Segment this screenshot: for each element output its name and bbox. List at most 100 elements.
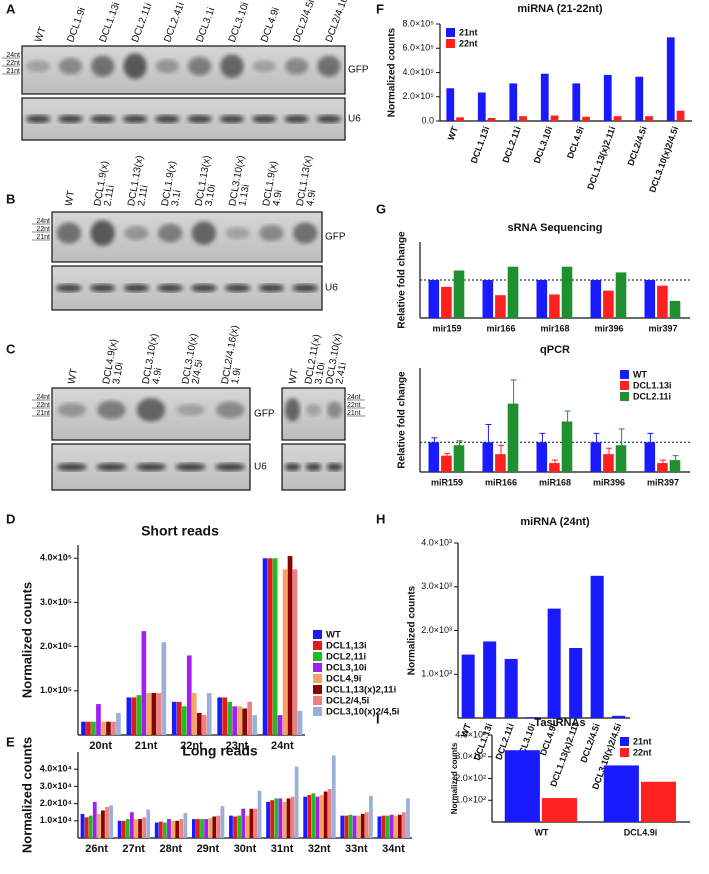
size-marker: 21nt (36, 234, 50, 241)
y-tick-label: 6.0×10⁵ (402, 43, 434, 53)
bar (356, 815, 361, 838)
bar (297, 710, 303, 735)
lane-label: DCL2.41i (162, 1, 187, 44)
chart-title: Long reads (182, 743, 258, 759)
band (284, 115, 309, 123)
bar (252, 715, 257, 735)
bar (487, 117, 496, 121)
bar (237, 815, 242, 838)
y-tick-label: 4.0×10⁵ (40, 553, 72, 563)
x-tick-label: mir168 (540, 323, 569, 333)
bar (319, 795, 324, 838)
y-axis-label: Normalized counts (387, 27, 398, 117)
bar (109, 805, 113, 838)
x-tick-label: miR166 (485, 477, 517, 487)
bar (96, 813, 101, 838)
bar (222, 697, 228, 735)
x-tick-label: mir166 (486, 323, 515, 333)
bar (344, 815, 349, 838)
x-tick-label: 24nt (271, 740, 294, 752)
band (259, 224, 284, 242)
band (90, 220, 115, 246)
probe-label: U6 (348, 114, 361, 125)
lane-label: 2.11i (102, 184, 116, 207)
y-tick-label: 4.0×10³ (421, 537, 452, 547)
legend-label: DCL2,11i (326, 652, 366, 663)
y-axis-label: Relative fold change (397, 371, 408, 469)
bar (229, 815, 233, 838)
bar (88, 815, 93, 838)
bar (645, 116, 653, 121)
panel-letter: H (376, 511, 385, 526)
band (97, 400, 126, 420)
bar (504, 750, 540, 822)
band (58, 57, 83, 75)
x-tick-label: mir159 (432, 323, 461, 333)
band (188, 56, 212, 76)
lane-label: DCL4.9i (259, 6, 282, 44)
bar (216, 815, 221, 838)
panel-letter: A (6, 1, 16, 16)
bar (456, 117, 464, 121)
band (305, 403, 322, 416)
bar (146, 693, 152, 735)
y-tick-label: 1.0×10³ (421, 669, 452, 679)
x-tick-label: 34nt (382, 843, 405, 855)
lane-label: 4.9i (151, 367, 165, 385)
size-marker: 24nt (36, 218, 50, 225)
band (317, 55, 341, 77)
band (176, 403, 205, 416)
x-tick-label: 23nt (226, 740, 249, 752)
band (305, 463, 322, 471)
size-marker: 24nt (6, 52, 20, 59)
bar (186, 655, 192, 735)
y-axis-label: Normalized counts (407, 585, 418, 675)
band (215, 401, 245, 419)
x-tick-label: 32nt (308, 843, 331, 855)
bar (635, 76, 644, 121)
bar (441, 286, 452, 318)
band (175, 463, 206, 471)
size-marker: 22nt (347, 402, 361, 409)
x-tick-label: 26nt (85, 843, 108, 855)
chart-title: Short reads (141, 523, 219, 539)
probe-label: GFP (348, 65, 369, 76)
y-tick-label: 4.0×10⁵ (402, 67, 434, 77)
bar (167, 819, 171, 838)
probe-label: GFP (254, 409, 275, 420)
band (225, 227, 250, 239)
bar (507, 266, 519, 318)
size-marker: 22nt (6, 60, 20, 67)
x-tick-label: DCL4.9i (624, 827, 658, 837)
bar (101, 810, 105, 838)
lane-label: DCL3.1i (195, 6, 218, 44)
bar (323, 791, 328, 838)
y-tick-label: 2.0×10⁴ (40, 798, 72, 808)
y-tick-label: 1.0×10² (455, 795, 486, 805)
legend-swatch (313, 652, 322, 661)
chart-title: qPCR (540, 344, 570, 356)
y-tick-label: 2.0×10⁵ (402, 91, 434, 101)
y-axis-label: Normalized counts (19, 737, 34, 853)
bar (495, 295, 506, 318)
bar (644, 442, 656, 472)
band (56, 463, 87, 471)
x-tick-label: DCL1.13(x)2.11i (585, 125, 617, 191)
bar (179, 819, 184, 838)
x-tick-label: WT (446, 125, 460, 142)
bar (270, 800, 275, 838)
band (292, 222, 318, 244)
bar (105, 807, 109, 838)
bar (536, 442, 548, 472)
panel-letter: D (6, 511, 15, 526)
band (124, 225, 149, 241)
bar (121, 820, 126, 838)
bar (657, 285, 668, 318)
bar (441, 455, 452, 472)
bar (138, 819, 142, 838)
band (56, 222, 82, 244)
band (96, 463, 127, 471)
legend-swatch (313, 696, 322, 705)
bar (232, 706, 237, 735)
